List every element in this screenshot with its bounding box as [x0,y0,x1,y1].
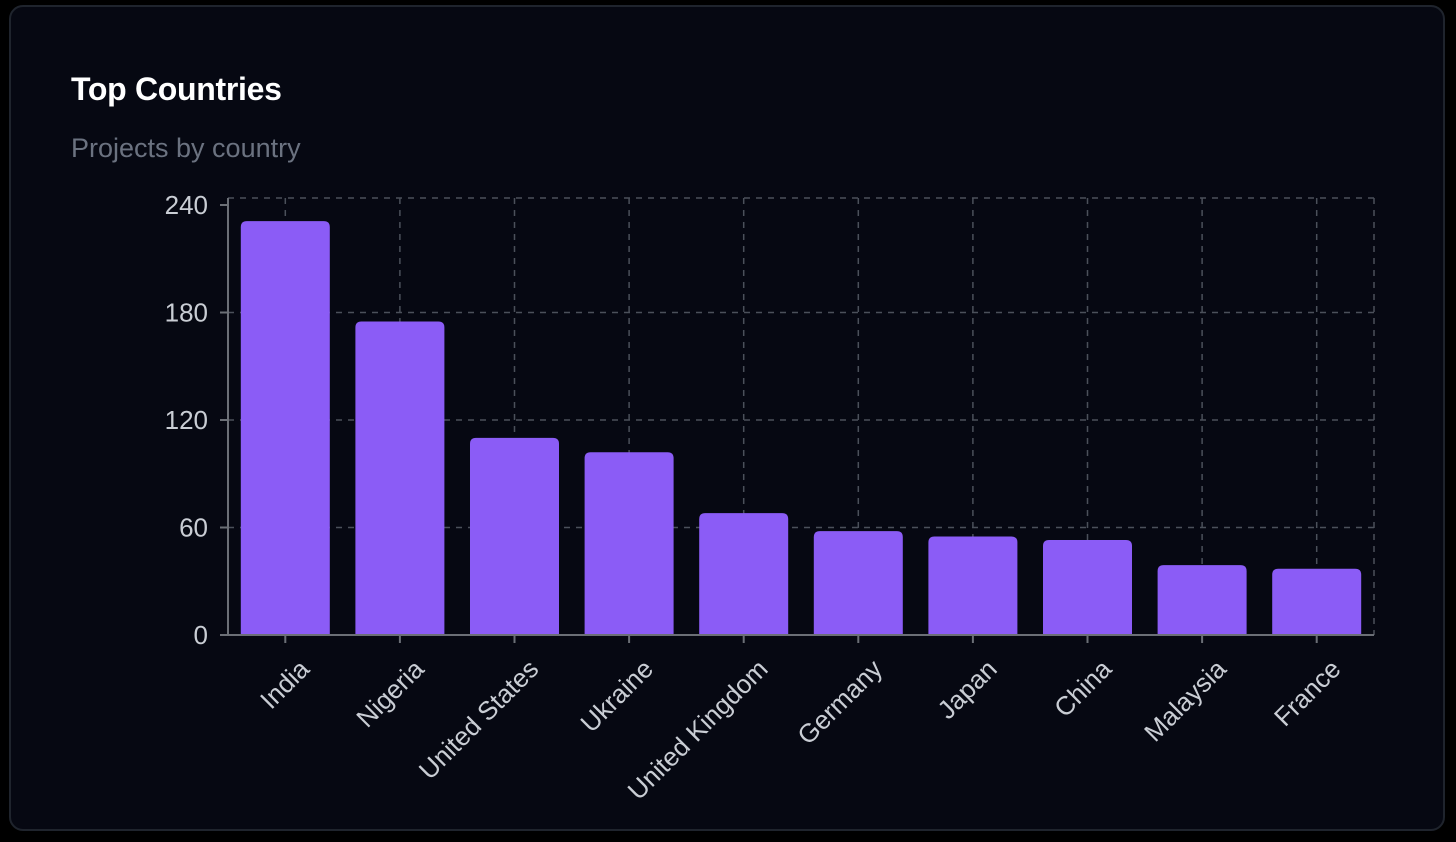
x-tick-label: Ukraine [574,654,659,739]
bar-japan[interactable] [928,536,1018,635]
x-tick-label: Malaysia [1138,653,1232,747]
bar-ukraine[interactable] [584,452,674,635]
chart-subtitle: Projects by country [71,133,301,163]
axes [220,198,1374,643]
x-tick-label: Germany [791,654,888,751]
bar-germany[interactable] [813,531,903,635]
y-tick-label: 180 [165,298,208,328]
bar-france[interactable] [1272,568,1362,635]
x-tick-label: India [254,653,315,714]
x-tick-label: France [1268,654,1346,732]
y-tick-label: 60 [179,513,208,543]
chart-title: Top Countries [71,71,282,107]
y-tick-label: 120 [165,405,208,435]
bar-united-states[interactable] [470,437,559,635]
bar-malaysia[interactable] [1157,565,1247,635]
bar-china[interactable] [1043,540,1132,635]
bar-nigeria[interactable] [355,321,445,635]
bars [240,221,1362,635]
y-tick-label: 0 [194,620,208,650]
bar-india[interactable] [240,221,330,635]
x-tick-label: United States [413,654,545,786]
x-tick-label: China [1048,653,1118,723]
x-tick-label: Japan [931,654,1002,725]
bar-united-kingdom[interactable] [699,513,789,635]
y-tick-label: 240 [165,190,208,220]
x-tick-label: Nigeria [350,653,430,733]
